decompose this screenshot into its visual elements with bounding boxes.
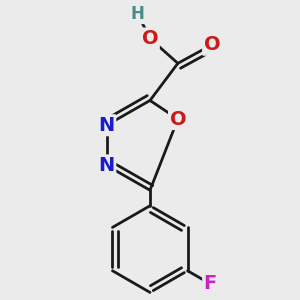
Text: O: O — [142, 29, 158, 48]
Text: O: O — [169, 110, 186, 128]
Text: N: N — [98, 156, 115, 175]
Text: N: N — [98, 116, 115, 135]
Text: H: H — [131, 5, 145, 23]
Text: F: F — [204, 274, 217, 293]
Text: O: O — [204, 35, 220, 54]
